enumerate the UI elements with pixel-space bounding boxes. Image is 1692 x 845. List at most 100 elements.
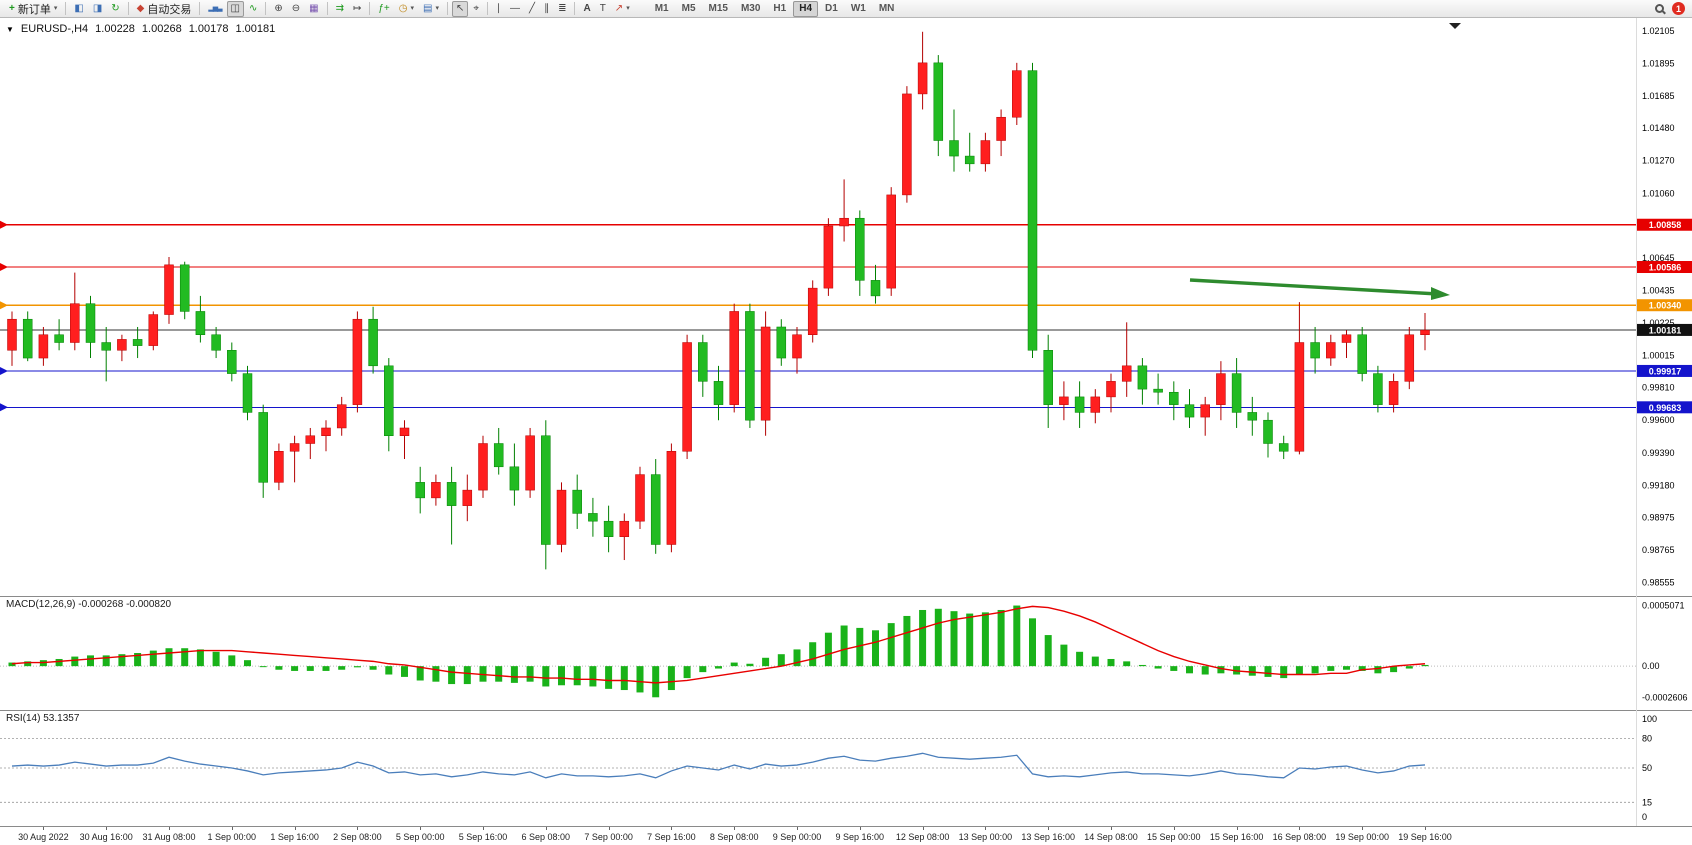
time-axis-label: 19 Sep 00:00 xyxy=(1335,832,1389,842)
chevron-down-icon: ▾ xyxy=(53,5,58,12)
time-axis-tick xyxy=(106,827,108,830)
fibonacci-button[interactable]: ≣ xyxy=(554,1,570,17)
ohlc-low: 1.00178 xyxy=(188,23,229,35)
svg-text:1.01060: 1.01060 xyxy=(1642,188,1675,198)
svg-text:0.99600: 0.99600 xyxy=(1642,415,1675,425)
horizontal-line-icon: — xyxy=(510,2,521,14)
data-window-button[interactable]: ◨ xyxy=(89,1,106,17)
timeframe-m1[interactable]: M1 xyxy=(654,2,669,14)
timeframe-group: M1 M5 M15 M30 H1 H4 D1 W1 MN xyxy=(649,0,901,17)
horizontal-line-button[interactable]: — xyxy=(506,1,524,17)
time-axis-label: 15 Sep 00:00 xyxy=(1147,832,1201,842)
trendline-button[interactable]: ╱ xyxy=(525,1,539,17)
periods-button[interactable]: ◷ ▾ xyxy=(395,1,418,17)
auto-scroll-button[interactable]: ⇉ xyxy=(332,1,348,17)
time-axis-tick xyxy=(1236,827,1238,830)
chart-window-button[interactable]: ◧ xyxy=(70,1,87,17)
zoom-out-icon: ⊖ xyxy=(291,2,301,14)
svg-text:1.01480: 1.01480 xyxy=(1642,123,1675,133)
time-axis-tick xyxy=(43,827,45,830)
indicators-button[interactable]: ƒ+ xyxy=(374,1,393,17)
cursor-button[interactable]: ↖ xyxy=(452,0,469,17)
notification-badge[interactable]: 1 xyxy=(1672,2,1685,15)
time-axis-tick xyxy=(483,827,484,830)
time-axis-tick xyxy=(671,827,673,830)
svg-text:1.00340: 1.00340 xyxy=(1649,301,1682,311)
price-chart-panel[interactable]: 1.02105 1.01895 1.01685 1.01480 1.01270 1.010… xyxy=(0,18,1692,596)
svg-text:0.98975: 0.98975 xyxy=(1642,512,1675,522)
svg-text:1.00586: 1.00586 xyxy=(1649,263,1682,273)
bar-chart-icon: ▂▅▃ xyxy=(208,5,222,12)
timeframe-m15[interactable]: M15 xyxy=(708,2,728,14)
channel-icon: ∥ xyxy=(544,2,550,14)
zoom-in-button[interactable]: ⊕ xyxy=(270,1,286,17)
candlestick-chart-icon: ◫ xyxy=(230,2,240,14)
time-axis-label: 8 Sep 08:00 xyxy=(709,832,759,842)
timeframe-mn[interactable]: MN xyxy=(878,2,895,14)
time-axis-tick xyxy=(1299,827,1301,830)
candlestick-chart[interactable]: 1.02105 1.01895 1.01685 1.01480 1.01270 1.010… xyxy=(0,18,1692,596)
arrows-tool-button[interactable]: ↗ ▾ xyxy=(611,1,634,17)
periods-clock-icon: ◷ xyxy=(398,2,408,14)
time-axis-label: 1 Sep 16:00 xyxy=(270,832,319,842)
chart-shift-button[interactable]: ↦ xyxy=(349,1,365,17)
timeframe-h4[interactable]: H4 xyxy=(793,0,819,17)
timeframe-d1[interactable]: D1 xyxy=(825,2,838,14)
line-chart-button[interactable]: ∿ xyxy=(245,1,261,17)
bar-chart-button[interactable]: ▂▅▃ xyxy=(204,1,225,17)
ohlc-high: 1.00268 xyxy=(141,23,182,35)
time-axis-label: 2 Sep 08:00 xyxy=(333,832,382,842)
svg-text:1.00435: 1.00435 xyxy=(1642,285,1675,295)
toolbar-separator xyxy=(326,2,328,15)
text-label-button[interactable]: T xyxy=(596,1,610,17)
vertical-line-button[interactable]: ∣ xyxy=(492,1,505,17)
new-order-button[interactable]: + 新订单 ▾ xyxy=(5,1,61,17)
auto-scroll-icon: ⇉ xyxy=(335,2,344,14)
toolbar-separator xyxy=(369,2,371,15)
macd-histogram xyxy=(8,605,1429,698)
svg-text:80: 80 xyxy=(1642,734,1652,744)
time-axis-tick xyxy=(985,827,987,830)
tile-windows-icon: ▦ xyxy=(309,2,319,14)
line-edge-marker xyxy=(0,366,8,375)
svg-text:1.01895: 1.01895 xyxy=(1642,59,1675,69)
svg-text:1.00181: 1.00181 xyxy=(1649,325,1682,335)
crosshair-button[interactable]: ⌖ xyxy=(469,1,483,17)
search-icon[interactable] xyxy=(1655,4,1664,13)
macd-chart[interactable]: 0.0005071 0.00 -0.0002606 xyxy=(0,596,1692,710)
zoom-in-icon: ⊕ xyxy=(274,2,283,14)
time-axis-tick xyxy=(1173,827,1175,830)
rsi-indicator-panel[interactable]: 100 80 50 15 0 RSI(14) 53.1357 xyxy=(0,710,1692,826)
time-axis-label: 5 Sep 16:00 xyxy=(458,832,508,842)
macd-indicator-panel[interactable]: 0.0005071 0.00 -0.0002606 MACD(12,26,9) -0… xyxy=(0,596,1692,710)
toolbar-separator xyxy=(65,2,67,15)
zoom-out-button[interactable]: ⊖ xyxy=(288,1,304,17)
time-axis-label: 15 Sep 16:00 xyxy=(1209,832,1264,842)
toolbar-separator xyxy=(199,2,201,15)
toolbar-separator xyxy=(574,2,576,15)
tile-windows-button[interactable]: ▦ xyxy=(305,1,322,17)
timeframe-m5[interactable]: M5 xyxy=(681,2,696,14)
time-axis-label: 14 Sep 08:00 xyxy=(1084,832,1138,842)
chart-window-icon: ◧ xyxy=(74,2,84,14)
channel-button[interactable]: ∥ xyxy=(540,1,553,17)
timeframe-m30[interactable]: M30 xyxy=(740,2,761,14)
time-axis[interactable]: 30 Aug 2022 30 Aug 16:00 31 Aug 08:00 1 Sep… xyxy=(0,826,1692,845)
templates-button[interactable]: ▤ ▾ xyxy=(419,1,443,17)
auto-trading-button[interactable]: ◆ 自动交易 xyxy=(133,1,196,17)
candlestick-chart-button[interactable]: ◫ xyxy=(226,0,244,17)
data-window-icon: ◨ xyxy=(92,2,103,14)
timeframe-w1[interactable]: W1 xyxy=(850,2,866,14)
trendline-icon: ╱ xyxy=(529,2,536,14)
time-axis-label: 31 Aug 08:00 xyxy=(142,832,196,842)
toolbar-separator xyxy=(487,2,489,15)
time-axis-label: 7 Sep 00:00 xyxy=(584,832,633,842)
time-axis-label: 13 Sep 00:00 xyxy=(958,832,1013,842)
candles-layer xyxy=(7,31,1430,570)
rsi-chart[interactable]: 100 80 50 15 0 xyxy=(0,710,1692,826)
ohlc-open: 1.00228 xyxy=(95,23,135,35)
refresh-button[interactable]: ↻ xyxy=(107,1,123,17)
text-button[interactable]: A xyxy=(579,1,594,17)
timeframe-h1[interactable]: H1 xyxy=(773,2,787,14)
one-click-trading-icon[interactable]: ▼ xyxy=(6,24,14,34)
